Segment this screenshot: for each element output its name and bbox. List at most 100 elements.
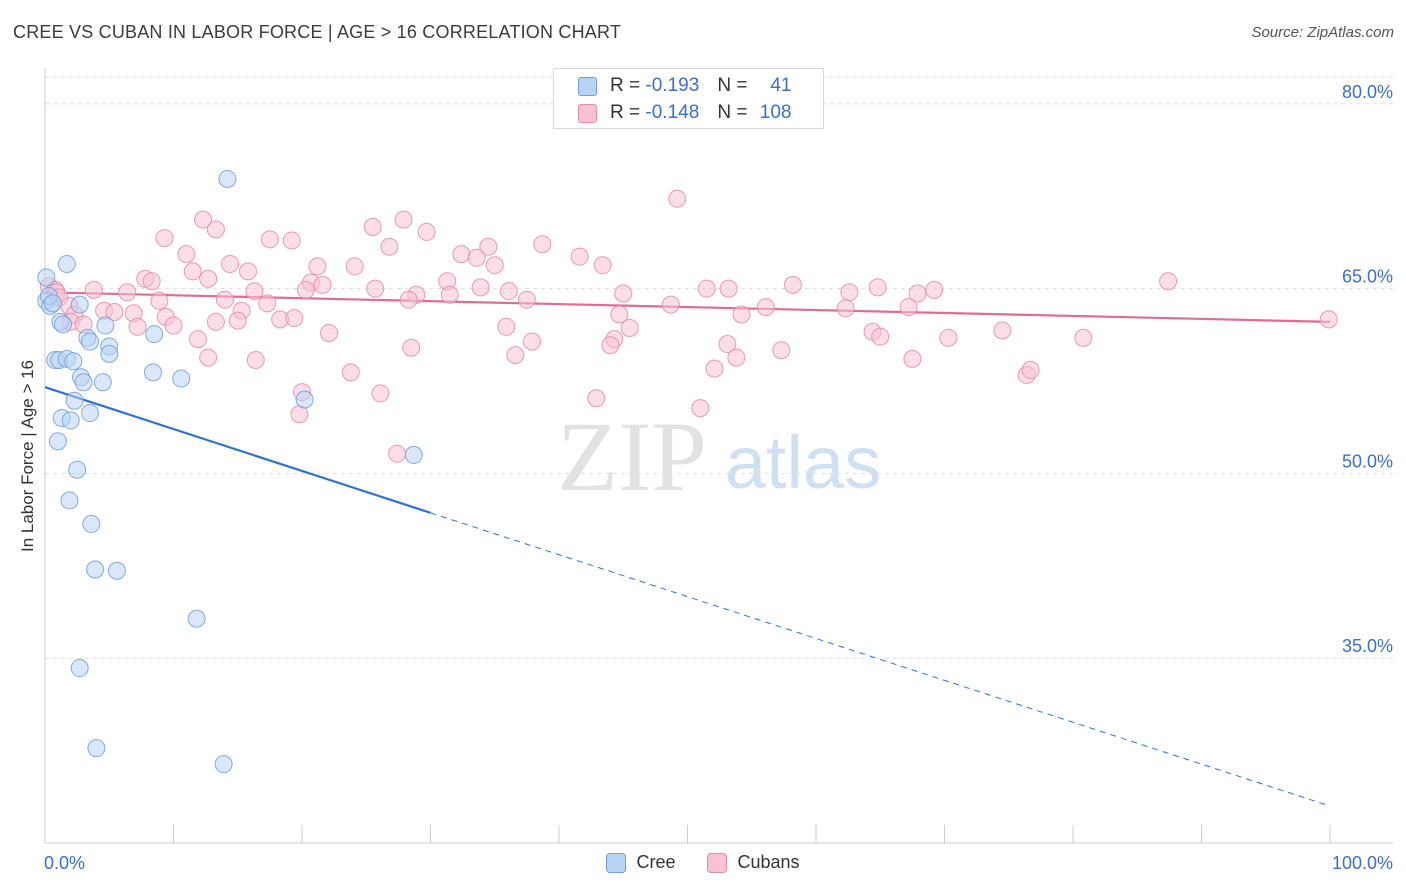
cubans-point-106 <box>388 444 407 463</box>
cubans-point-73 <box>228 311 247 330</box>
cubans-point-82 <box>871 327 890 346</box>
cubans-point-102 <box>371 384 390 403</box>
cree-point-24 <box>80 404 99 423</box>
cubans-point-80 <box>993 321 1012 340</box>
axes <box>44 68 1393 844</box>
cubans-point-84 <box>1074 328 1093 347</box>
cree-point-2 <box>37 268 56 287</box>
cubans-point-58 <box>836 299 855 318</box>
legend-row-cubans: R = -0.148 N = 108 <box>578 101 792 125</box>
cree-swatch <box>578 76 597 96</box>
cree-point-26 <box>61 411 80 430</box>
cubans-point-14 <box>467 248 486 267</box>
cubans-n-label: N = <box>717 102 748 123</box>
cubans-point-24 <box>142 272 161 291</box>
cubans-point-93 <box>727 348 746 367</box>
cubans-point-19 <box>485 256 504 275</box>
cubans-point-96 <box>199 348 218 367</box>
cubans-point-3 <box>206 220 225 239</box>
cubans-point-74 <box>610 305 629 324</box>
cubans-point-11 <box>380 237 399 256</box>
cubans-point-38 <box>84 280 103 299</box>
cree-n-label: N = <box>717 75 748 96</box>
y-tick-label-3: 35.0% <box>1342 636 1393 656</box>
legend-item-cree[interactable]: Cree <box>606 852 675 873</box>
tick-labels: 80.0% 65.0% 50.0% 35.0% 0.0% 100.0% <box>44 82 1393 873</box>
cree-legend-label: Cree <box>636 852 676 872</box>
cree-point-22 <box>65 391 84 410</box>
cubans-point-4 <box>363 218 382 236</box>
cree-point-12 <box>100 344 119 363</box>
cubans-point-59 <box>899 298 918 317</box>
cubans-point-104 <box>691 399 710 418</box>
cubans-point-88 <box>718 335 737 354</box>
cubans-point-0 <box>668 189 687 208</box>
cubans-point-7 <box>260 230 279 249</box>
cree-point-27 <box>48 432 67 451</box>
cubans-point-55 <box>517 290 536 309</box>
cubans-n-value: 108 <box>759 102 792 123</box>
cubans-point-32 <box>783 275 802 294</box>
cree-r-label: R = <box>610 75 641 96</box>
cubans-point-30 <box>697 279 716 298</box>
cubans-point-71 <box>206 312 225 331</box>
cubans-point-25 <box>199 269 218 288</box>
cubans-point-27 <box>313 275 332 294</box>
cree-point-7 <box>96 316 115 335</box>
cubans-point-92 <box>506 346 525 365</box>
cubans-point-9 <box>533 235 552 254</box>
watermark-atlas: atlas <box>725 421 881 504</box>
cree-point-28 <box>404 445 423 464</box>
cree-trend-dashed <box>430 512 1331 807</box>
cree-n-value: 41 <box>770 75 792 96</box>
cubans-point-75 <box>732 305 751 324</box>
cubans-point-95 <box>246 351 265 370</box>
y-tick-label-0: 80.0% <box>1342 82 1393 102</box>
cubans-point-10 <box>479 237 498 256</box>
cubans-point-1 <box>194 210 213 229</box>
cree-point-20 <box>74 373 93 392</box>
cubans-point-39 <box>118 283 137 302</box>
cubans-point-86 <box>523 332 542 351</box>
cubans-point-21 <box>183 262 202 281</box>
cubans-point-57 <box>756 298 775 317</box>
cubans-point-83 <box>939 328 958 347</box>
cree-point-10 <box>80 332 99 351</box>
cree-point-0 <box>218 169 237 188</box>
cree-point-8 <box>145 325 164 344</box>
chart-title: CREE VS CUBAN IN LABOR FORCE | AGE > 16 … <box>13 22 622 42</box>
cubans-point-44 <box>440 285 459 304</box>
cubans-point-17 <box>308 257 327 276</box>
legend-item-cubans[interactable]: Cubans <box>707 852 800 873</box>
cree-point-30 <box>60 491 79 510</box>
cubans-point-107 <box>1319 310 1338 329</box>
cubans-point-97 <box>705 359 724 378</box>
cubans-point-77 <box>497 317 516 336</box>
cree-point-35 <box>70 659 89 678</box>
cubans-point-54 <box>399 290 418 309</box>
cubans-point-5 <box>417 222 436 241</box>
cree-point-32 <box>86 560 105 579</box>
cubans-point-20 <box>593 256 612 275</box>
y-tick-label-1: 65.0% <box>1342 267 1393 287</box>
cubans-point-56 <box>661 295 680 314</box>
cubans-point-22 <box>239 262 258 281</box>
cubans-point-15 <box>177 245 196 264</box>
source-label: Source: ZipAtlas.com <box>1251 24 1394 41</box>
watermark: ZIP atlas <box>557 401 881 512</box>
cubans-legend-swatch <box>707 852 728 873</box>
cree-point-39 <box>43 294 62 313</box>
cubans-point-94 <box>903 349 922 368</box>
cubans-point-12 <box>570 247 589 266</box>
cree-r-value: -0.193 <box>645 75 700 96</box>
cubans-point-13 <box>452 245 471 264</box>
cubans-point-81 <box>319 323 338 342</box>
cubans-point-31 <box>719 279 738 298</box>
cubans-point-85 <box>188 330 207 349</box>
cree-point-40 <box>53 315 72 334</box>
cubans-point-89 <box>402 338 421 357</box>
cubans-point-45 <box>499 282 518 301</box>
cree-point-23 <box>295 390 314 409</box>
cubans-point-90 <box>772 341 791 360</box>
